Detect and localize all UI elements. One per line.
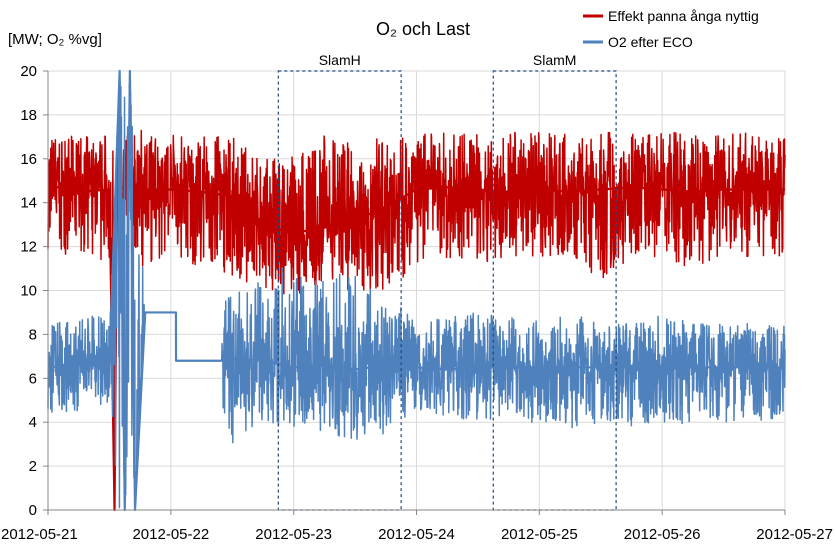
y-tick-label: 20 — [20, 63, 37, 80]
x-tick-label: 2012-05-21 — [1, 526, 78, 543]
legend-label-o2: O2 efter ECO — [608, 34, 693, 50]
series-layer — [47, 69, 786, 512]
series-line-effekt — [47, 129, 786, 467]
legend: Effekt panna ånga nyttig O2 efter ECO — [583, 8, 759, 50]
y-tick-label: 16 — [20, 151, 37, 168]
x-tick-label: 2012-05-25 — [501, 526, 578, 543]
y-tick-label: 8 — [29, 326, 37, 343]
annotation-label-slamm: SlamM — [533, 52, 577, 68]
x-tick-label: 2012-05-24 — [378, 526, 455, 543]
y-tick-label: 10 — [20, 283, 37, 300]
chart-title: O₂ och Last — [376, 19, 470, 39]
y-axis-label: [MW; O₂ %vg] — [8, 31, 102, 48]
annotation-label-slamh: SlamH — [319, 52, 361, 68]
y-tick-label: 18 — [20, 107, 37, 124]
annotation-layer: SlamH SlamM — [277, 52, 617, 511]
axis-layer: 0 2 4 6 8 10 12 14 16 18 20 2012-05-21 2012-05-22 201… — [1, 63, 833, 543]
y-tick-label: 2 — [29, 458, 37, 475]
x-tick-label: 2012-05-22 — [132, 526, 209, 543]
x-tick-label: 2012-05-26 — [624, 526, 701, 543]
y-tick-label: 0 — [29, 502, 37, 519]
y-tick-label: 6 — [29, 370, 37, 387]
annotation-box-slamm — [492, 70, 617, 511]
y-tick-label: 14 — [20, 195, 37, 212]
series-keyline-o2 — [47, 69, 785, 512]
x-tick-label: 2012-05-23 — [255, 526, 332, 543]
annotation-box-slamh — [277, 70, 402, 511]
x-tick-label: 2012-05-27 — [756, 526, 833, 543]
y-tick-label: 12 — [20, 239, 37, 256]
legend-label-effekt: Effekt panna ånga nyttig — [608, 8, 759, 24]
y-tick-label: 4 — [29, 414, 37, 431]
